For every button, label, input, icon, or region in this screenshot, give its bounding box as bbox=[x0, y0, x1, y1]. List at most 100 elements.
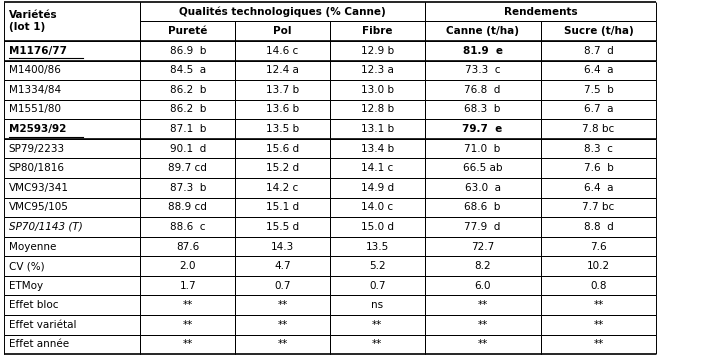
Text: SP80/1816: SP80/1816 bbox=[9, 163, 65, 173]
Text: **: ** bbox=[277, 320, 288, 330]
Text: **: ** bbox=[277, 339, 288, 350]
Text: **: ** bbox=[183, 339, 193, 350]
Text: 14.3: 14.3 bbox=[271, 241, 294, 252]
Text: VMC95/105: VMC95/105 bbox=[9, 202, 68, 213]
Text: 6.0: 6.0 bbox=[474, 281, 491, 291]
Text: 13.4 b: 13.4 b bbox=[361, 143, 394, 154]
Text: 87.3  b: 87.3 b bbox=[169, 183, 206, 193]
Text: CV (%): CV (%) bbox=[9, 261, 44, 271]
Text: 7.7 bc: 7.7 bc bbox=[582, 202, 615, 213]
Text: 13.0 b: 13.0 b bbox=[361, 85, 393, 95]
Text: 87.1  b: 87.1 b bbox=[169, 124, 206, 134]
Text: 12.8 b: 12.8 b bbox=[361, 104, 394, 115]
Text: 68.6  b: 68.6 b bbox=[464, 202, 501, 213]
Text: 15.0 d: 15.0 d bbox=[361, 222, 393, 232]
Text: 8.3  c: 8.3 c bbox=[584, 143, 613, 154]
Text: 5.2: 5.2 bbox=[369, 261, 386, 271]
Text: **: ** bbox=[593, 300, 603, 310]
Text: 63.0  a: 63.0 a bbox=[464, 183, 501, 193]
Text: 12.9 b: 12.9 b bbox=[361, 46, 394, 56]
Text: 2.0: 2.0 bbox=[179, 261, 196, 271]
Text: 0.7: 0.7 bbox=[274, 281, 291, 291]
Text: ns: ns bbox=[372, 300, 384, 310]
Text: **: ** bbox=[477, 320, 488, 330]
Text: 81.9  e: 81.9 e bbox=[462, 46, 503, 56]
Text: 76.8  d: 76.8 d bbox=[464, 85, 501, 95]
Text: Qualités technologiques (% Canne): Qualités technologiques (% Canne) bbox=[179, 6, 386, 17]
Text: (lot 1): (lot 1) bbox=[9, 22, 45, 32]
Text: 86.2  b: 86.2 b bbox=[169, 104, 206, 115]
Text: 90.1  d: 90.1 d bbox=[169, 143, 206, 154]
Text: **: ** bbox=[593, 339, 603, 350]
Text: 88.9 cd: 88.9 cd bbox=[168, 202, 207, 213]
Text: 15.6 d: 15.6 d bbox=[266, 143, 299, 154]
Text: 8.2: 8.2 bbox=[474, 261, 491, 271]
Text: Rendements: Rendements bbox=[503, 6, 577, 17]
Text: 7.6: 7.6 bbox=[590, 241, 607, 252]
Text: 6.4  a: 6.4 a bbox=[584, 183, 613, 193]
Text: 6.4  a: 6.4 a bbox=[584, 65, 613, 75]
Text: 86.2  b: 86.2 b bbox=[169, 85, 206, 95]
Text: Moyenne: Moyenne bbox=[9, 241, 56, 252]
Text: 15.5 d: 15.5 d bbox=[266, 222, 299, 232]
Text: M1551/80: M1551/80 bbox=[9, 104, 60, 115]
Text: **: ** bbox=[372, 320, 382, 330]
Text: **: ** bbox=[477, 339, 488, 350]
Text: 14.9 d: 14.9 d bbox=[361, 183, 394, 193]
Text: 68.3  b: 68.3 b bbox=[464, 104, 501, 115]
Text: 14.6 c: 14.6 c bbox=[267, 46, 298, 56]
Text: 7.5  b: 7.5 b bbox=[584, 85, 613, 95]
Text: Fibre: Fibre bbox=[362, 26, 393, 36]
Text: 8.8  d: 8.8 d bbox=[584, 222, 613, 232]
Text: M1176/77: M1176/77 bbox=[9, 46, 67, 56]
Text: 84.5  a: 84.5 a bbox=[169, 65, 206, 75]
Text: ETMoy: ETMoy bbox=[9, 281, 43, 291]
Text: M1400/86: M1400/86 bbox=[9, 65, 60, 75]
Text: 13.5: 13.5 bbox=[366, 241, 389, 252]
Text: **: ** bbox=[372, 339, 382, 350]
Text: 0.7: 0.7 bbox=[369, 281, 386, 291]
Text: 71.0  b: 71.0 b bbox=[464, 143, 501, 154]
Text: 6.7  a: 6.7 a bbox=[584, 104, 613, 115]
Text: **: ** bbox=[277, 300, 288, 310]
Text: 1.7: 1.7 bbox=[179, 281, 196, 291]
Text: 13.6 b: 13.6 b bbox=[266, 104, 299, 115]
Text: 13.5 b: 13.5 b bbox=[266, 124, 299, 134]
Text: 88.6  c: 88.6 c bbox=[170, 222, 206, 232]
Text: 72.7: 72.7 bbox=[471, 241, 494, 252]
Text: 12.4 a: 12.4 a bbox=[266, 65, 299, 75]
Text: 12.3 a: 12.3 a bbox=[361, 65, 393, 75]
Text: 7.6  b: 7.6 b bbox=[584, 163, 613, 173]
Text: Sucre (t/ha): Sucre (t/ha) bbox=[564, 26, 633, 36]
Text: 86.9  b: 86.9 b bbox=[169, 46, 206, 56]
Text: 8.7  d: 8.7 d bbox=[584, 46, 613, 56]
Text: 14.2 c: 14.2 c bbox=[267, 183, 298, 193]
Text: 79.7  e: 79.7 e bbox=[462, 124, 503, 134]
Text: VMC93/341: VMC93/341 bbox=[9, 183, 69, 193]
Text: **: ** bbox=[593, 320, 603, 330]
Text: **: ** bbox=[477, 300, 488, 310]
Text: 14.1 c: 14.1 c bbox=[361, 163, 393, 173]
Text: 87.6: 87.6 bbox=[176, 241, 199, 252]
Text: 13.1 b: 13.1 b bbox=[361, 124, 394, 134]
Text: 89.7 cd: 89.7 cd bbox=[168, 163, 207, 173]
Text: 14.0 c: 14.0 c bbox=[362, 202, 393, 213]
Text: 13.7 b: 13.7 b bbox=[266, 85, 299, 95]
Text: Pol: Pol bbox=[273, 26, 292, 36]
Text: SP70/1143 (T): SP70/1143 (T) bbox=[9, 222, 82, 232]
Text: 73.3  c: 73.3 c bbox=[465, 65, 501, 75]
Text: 0.8: 0.8 bbox=[590, 281, 607, 291]
Text: Variétés: Variétés bbox=[9, 10, 57, 21]
Text: 10.2: 10.2 bbox=[587, 261, 610, 271]
Text: 15.2 d: 15.2 d bbox=[266, 163, 299, 173]
Text: **: ** bbox=[183, 320, 193, 330]
Text: 7.8 bc: 7.8 bc bbox=[582, 124, 615, 134]
Text: Effet variétal: Effet variétal bbox=[9, 320, 76, 330]
Text: 15.1 d: 15.1 d bbox=[266, 202, 299, 213]
Text: M2593/92: M2593/92 bbox=[9, 124, 66, 134]
Text: SP79/2233: SP79/2233 bbox=[9, 143, 65, 154]
Text: 4.7: 4.7 bbox=[274, 261, 291, 271]
Text: M1334/84: M1334/84 bbox=[9, 85, 61, 95]
Text: Canne (t/ha): Canne (t/ha) bbox=[446, 26, 519, 36]
Text: 77.9  d: 77.9 d bbox=[464, 222, 501, 232]
